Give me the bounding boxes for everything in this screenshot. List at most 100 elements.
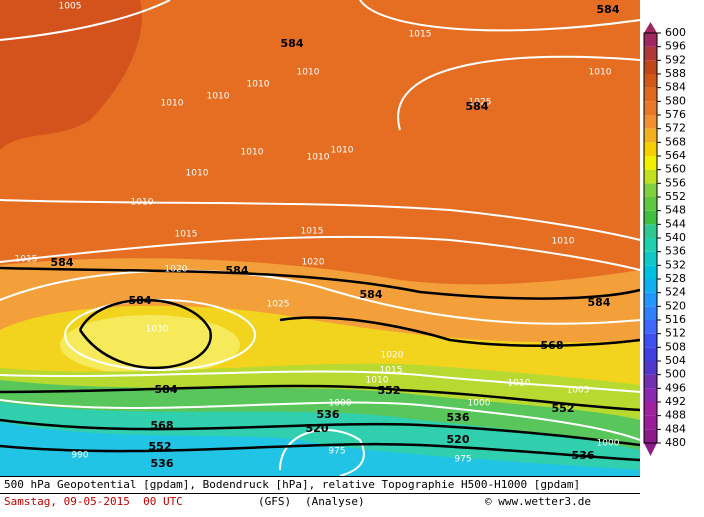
colorbar-tick-label: 500 bbox=[665, 368, 686, 381]
isobar-label: 1010 bbox=[366, 376, 389, 386]
colorbar-tick-label: 540 bbox=[665, 231, 686, 244]
colorbar-tick-label: 520 bbox=[665, 299, 686, 312]
dark-region bbox=[0, 0, 142, 150]
isobar-label: 1010 bbox=[161, 99, 184, 109]
geopotential-label: 584 bbox=[360, 288, 383, 301]
isobar-label: 1025 bbox=[469, 98, 492, 108]
geopotential-label: 584 bbox=[155, 383, 178, 396]
colorbar-segment bbox=[644, 156, 657, 170]
colorbar-segment bbox=[644, 210, 657, 225]
geopotential-label: 552 bbox=[149, 440, 172, 453]
isobar-label: 990 bbox=[71, 451, 88, 461]
colorbar-tick-label: 496 bbox=[665, 381, 686, 394]
band bbox=[0, 422, 640, 476]
geopotential-label: 584 bbox=[226, 264, 249, 277]
isobar-label: 1000 bbox=[329, 399, 352, 409]
colorbar-tick-label: 508 bbox=[665, 340, 686, 353]
isobar-label: 1010 bbox=[131, 198, 154, 208]
colorbar-tick-label: 572 bbox=[665, 122, 686, 135]
geopotential-label: 584 bbox=[51, 256, 74, 269]
geopotential-contours bbox=[0, 266, 641, 462]
isobar-label: 1005 bbox=[567, 386, 590, 396]
colorbar-tick-label: 600 bbox=[665, 26, 686, 39]
geopotential-label: 536 bbox=[317, 408, 340, 421]
colorbar-segment bbox=[644, 251, 657, 266]
geopotential-label: 584 bbox=[466, 100, 489, 113]
geopotential-label: 520 bbox=[447, 433, 470, 446]
colorbar-segment bbox=[644, 279, 657, 293]
colorbar-segment bbox=[644, 265, 657, 279]
colorbar-segment bbox=[644, 361, 657, 375]
colorbar-segment bbox=[644, 333, 657, 348]
isobar-label: 1010 bbox=[508, 379, 531, 389]
footer-description: 500 hPa Geopotential [gpdam], Bodendruck… bbox=[4, 478, 580, 491]
colorbar-tick-label: 480 bbox=[665, 436, 686, 449]
colorbar-tick-label: 524 bbox=[665, 286, 686, 299]
colorbar-segment bbox=[644, 74, 657, 88]
isobar-label: 1010 bbox=[207, 92, 230, 102]
colorbar: 4804844884924965005045085125165205245285… bbox=[643, 22, 686, 456]
colorbar-segment bbox=[644, 374, 657, 389]
geopotential-label: 584 bbox=[588, 296, 611, 309]
geopotential-label: 536 bbox=[447, 411, 470, 424]
colorbar-tick-label: 492 bbox=[665, 395, 686, 408]
isobar-label: 1010 bbox=[297, 68, 320, 78]
isobar-label: 1030 bbox=[146, 325, 169, 335]
isobar-label: 1015 bbox=[380, 366, 403, 376]
geopotential-label: 584 bbox=[597, 3, 620, 16]
isobar-label: 1015 bbox=[409, 30, 432, 40]
isobar-label: 1015 bbox=[301, 227, 324, 237]
isobar-label: 1005 bbox=[59, 2, 82, 12]
geopotential-label: 552 bbox=[552, 402, 575, 415]
geopotential-label: 568 bbox=[541, 339, 564, 352]
geopotential-label: 520 bbox=[306, 422, 329, 435]
colorbar-tick-label: 568 bbox=[665, 135, 686, 148]
colorbar-tick-label: 592 bbox=[665, 53, 686, 66]
colorbar-tick-label: 552 bbox=[665, 190, 686, 203]
band bbox=[60, 315, 240, 375]
isobar-label: 1015 bbox=[175, 230, 198, 240]
colorbar-tick-label: 536 bbox=[665, 245, 686, 258]
footer-model: (GFS) bbox=[258, 495, 291, 508]
colorbar-segment bbox=[644, 60, 657, 74]
colorbar-tick-label: 512 bbox=[665, 327, 686, 340]
isobar-label: 1025 bbox=[267, 300, 290, 310]
colorbar-tick-label: 576 bbox=[665, 108, 686, 121]
colorbar-tick-label: 532 bbox=[665, 258, 686, 271]
colorbar-segment bbox=[644, 33, 657, 47]
colorbar-tick-label: 588 bbox=[665, 67, 686, 80]
colorbar-segment bbox=[644, 238, 657, 252]
isobar-label: 1000 bbox=[468, 399, 491, 409]
colorbar-tick-label: 564 bbox=[665, 149, 686, 162]
footer-run: (Analyse) bbox=[305, 495, 365, 508]
colorbar-tick-label: 488 bbox=[665, 409, 686, 422]
colorbar-tick-label: 584 bbox=[665, 81, 686, 94]
isobar-label: 1020 bbox=[381, 351, 404, 361]
isobar-label: 1010 bbox=[552, 237, 575, 247]
isobar-label: 1010 bbox=[331, 146, 354, 156]
colorbar-segment bbox=[644, 87, 657, 102]
footer-credit: © www.wetter3.de bbox=[485, 495, 591, 508]
colorbar-tick-label: 544 bbox=[665, 217, 686, 230]
colorbar-tick-label: 504 bbox=[665, 354, 686, 367]
geopotential-label: 584 bbox=[281, 37, 304, 50]
isobar-label: 1010 bbox=[247, 80, 270, 90]
colorbar-segment bbox=[644, 128, 657, 143]
geopotential-label: 584 bbox=[129, 294, 152, 307]
isobar-label: 975 bbox=[328, 447, 345, 457]
isobar-label: 1010 bbox=[186, 169, 209, 179]
colorbar-segment bbox=[644, 224, 657, 238]
colorbar-tick-label: 596 bbox=[665, 40, 686, 53]
colorbar-segment bbox=[644, 347, 657, 361]
colorbar-tick-label: 528 bbox=[665, 272, 686, 285]
colorbar-arrow-bottom bbox=[644, 443, 657, 456]
isobar-label: 975 bbox=[454, 455, 471, 465]
colorbar-arrow-top bbox=[644, 22, 657, 33]
isobar-label: 1010 bbox=[307, 153, 330, 163]
colorbar-segment bbox=[644, 169, 657, 184]
colorbar-segment bbox=[644, 415, 657, 430]
isobar-label: 1015 bbox=[15, 255, 38, 265]
isobar-label: 1020 bbox=[302, 258, 325, 268]
